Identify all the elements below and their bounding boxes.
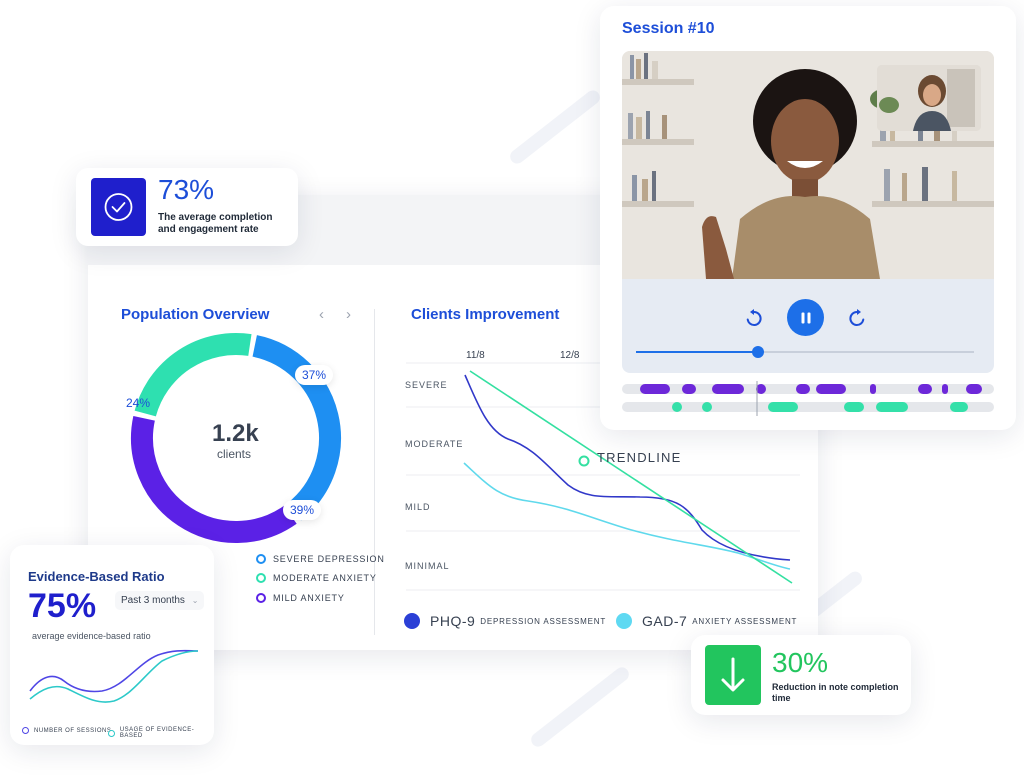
reduction-desc-line1: Reduction in note completion [772, 682, 899, 692]
level-label-moderate: MODERATE [405, 439, 464, 449]
session-card: Session #10 [600, 6, 1016, 430]
evidence-value: 75% [28, 587, 97, 625]
legend-dot [256, 573, 266, 583]
level-label-severe: SEVERE [405, 380, 448, 390]
completion-rate-desc-line1: The average completion [158, 212, 273, 223]
slice-label-severe: 37% [295, 365, 334, 385]
legend-gad7: GAD-7 ANXIETY ASSESSMENT [616, 613, 797, 629]
evidence-title: Evidence-Based Ratio [28, 569, 165, 584]
player-controls [622, 279, 994, 373]
session-title: Session #10 [622, 20, 715, 37]
legend-dot [108, 729, 115, 737]
check-circle-icon [104, 193, 133, 221]
legend-sub-label: DEPRESSION ASSESSMENT [480, 616, 607, 626]
reduction-value: 30% [772, 647, 829, 678]
donut-center-label: clients [217, 447, 252, 461]
evidence-desc: average evidence-based ratio [32, 631, 151, 641]
legend-dot [256, 593, 266, 603]
date-label: 12/8 [560, 350, 580, 361]
rewind-icon[interactable] [744, 308, 764, 328]
chevron-left-icon[interactable]: ‹ [319, 306, 324, 323]
speaker-timeline[interactable] [622, 381, 994, 416]
progress-track[interactable] [636, 346, 974, 358]
legend-main-label: GAD-7 [642, 613, 688, 629]
decorative-stripe [528, 664, 632, 750]
legend-dot [22, 727, 29, 734]
trendline-marker [578, 455, 590, 467]
period-select[interactable]: Past 3 months ⌄ [115, 591, 205, 610]
legend-main-label: PHQ-9 [430, 613, 476, 629]
population-donut-chart [131, 333, 341, 543]
completion-rate-value: 73% [158, 174, 215, 205]
legend-label: MILD ANXIETY [273, 593, 345, 603]
legend-label: SEVERE DEPRESSION [273, 554, 385, 564]
gad7-series-line [463, 462, 791, 570]
period-select-value: Past 3 months [121, 595, 185, 606]
evidence-ratio-card: Evidence-Based Ratio 75% Past 3 months ⌄… [10, 545, 214, 745]
legend-usage-evidence-based: USAGE OF EVIDENCE-BASED [108, 727, 214, 739]
forward-icon[interactable] [847, 308, 867, 328]
legend-dot [256, 554, 266, 564]
speaker-b-segments [672, 402, 968, 412]
chevron-right-icon[interactable]: › [346, 306, 351, 323]
phq9-series-line [464, 374, 791, 561]
population-overview-title: Population Overview [121, 306, 270, 323]
evidence-usage-series-line [29, 650, 199, 703]
legend-phq9: PHQ-9 DEPRESSION ASSESSMENT [404, 613, 606, 629]
legend-item-severe-depression: SEVERE DEPRESSION [256, 554, 385, 564]
level-label-minimal: MINIMAL [405, 561, 450, 571]
legend-label: MODERATE ANXIETY [273, 573, 377, 583]
level-label-mild: MILD [405, 502, 431, 512]
sessions-series-line [29, 649, 199, 693]
therapist-thumbnail[interactable] [877, 65, 981, 131]
reduction-desc-line2: time [772, 693, 791, 703]
legend-sub-label: ANXIETY ASSESSMENT [692, 616, 798, 626]
session-video[interactable] [622, 51, 994, 279]
note-reduction-card: 30% Reduction in note completion time [691, 635, 911, 715]
completion-rate-desc-line2: and engagement rate [158, 224, 259, 235]
improvement-line-chart [406, 362, 800, 591]
check-icon-box [91, 178, 146, 236]
legend-item-moderate-anxiety: MODERATE ANXIETY [256, 573, 377, 583]
legend-number-of-sessions: NUMBER OF SESSIONS [22, 727, 111, 734]
donut-center-value: 1.2k [212, 420, 259, 447]
legend-dot [404, 613, 420, 629]
progress-handle[interactable] [751, 346, 764, 358]
completion-rate-card: 73% The average completion and engagemen… [76, 168, 298, 246]
date-label: 11/8 [466, 350, 485, 361]
arrow-down-icon [721, 657, 745, 692]
trendline [469, 370, 793, 584]
pause-icon [801, 312, 810, 323]
legend-label: NUMBER OF SESSIONS [34, 727, 112, 734]
therapist-thumbnail-illustration [877, 65, 981, 131]
decorative-stripe [507, 87, 603, 167]
donut-slice-moderate-anxiety [134, 333, 252, 417]
section-divider [374, 309, 375, 635]
donut-slice-mild-anxiety [131, 416, 297, 543]
pause-button[interactable] [787, 299, 824, 336]
speaker-a-segments [640, 384, 982, 394]
legend-label: USAGE OF EVIDENCE-BASED [119, 727, 195, 739]
slice-label-mild: 39% [283, 500, 322, 520]
legend-item-mild-anxiety: MILD ANXIETY [256, 593, 345, 603]
donut-slice-severe-depression [252, 335, 341, 521]
progress-fill [636, 351, 758, 353]
legend-dot [616, 613, 632, 629]
slice-label-moderate: 24% [126, 396, 151, 410]
evidence-line-chart [29, 649, 199, 703]
trendline-label: TRENDLINE [597, 450, 682, 465]
chevron-down-icon: ⌄ [191, 596, 199, 605]
arrow-icon-box [705, 645, 761, 705]
clients-improvement-title: Clients Improvement [411, 306, 560, 323]
